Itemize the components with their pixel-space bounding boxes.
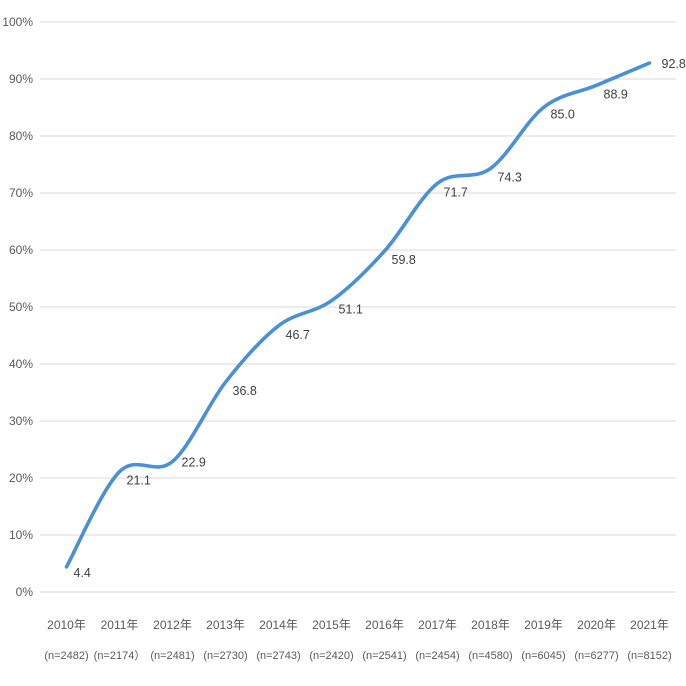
y-tick-label: 30% bbox=[9, 414, 33, 428]
x-axis-year-label: 2012年 bbox=[153, 618, 192, 632]
y-tick-label: 10% bbox=[9, 528, 33, 542]
x-axis-samplesize-label: (n=4580) bbox=[468, 650, 512, 662]
data-labels-group: 4.4 21.1 22.9 36.8 46.7 51.1 59.8 71.7 74.3 85.0 8… bbox=[74, 57, 686, 580]
x-axis-samplesize-label: (n=2730) bbox=[203, 650, 247, 662]
x-axis-year-label: 2011年 bbox=[101, 618, 139, 632]
x-axis-year-label: 2016年 bbox=[365, 618, 404, 632]
x-axis-year-label: 2020年 bbox=[577, 618, 616, 632]
data-label: 85.0 bbox=[551, 108, 575, 122]
y-tick-label: 100% bbox=[2, 15, 33, 29]
x-axis-samplesize-label: (n=2174） bbox=[94, 649, 146, 662]
x-axis-year-label: 2010年 bbox=[47, 618, 86, 632]
x-axis-year-label: 2018年 bbox=[471, 618, 510, 632]
data-label: 59.8 bbox=[392, 253, 416, 267]
y-tick-label: 70% bbox=[9, 186, 33, 200]
y-tick-label: 90% bbox=[9, 72, 33, 86]
y-tick-label: 80% bbox=[9, 129, 33, 143]
y-tick-label: 50% bbox=[9, 300, 33, 314]
data-label: 92.8 bbox=[662, 57, 686, 71]
y-tick-label: 20% bbox=[9, 471, 33, 485]
x-axis-year-label: 2021年 bbox=[630, 618, 669, 632]
y-axis-tick-labels: 0% 10% 20% 30% 40% 50% 60% 70% 80% 90% 100% bbox=[2, 15, 33, 599]
data-label: 71.7 bbox=[444, 185, 468, 199]
data-label: 21.1 bbox=[127, 474, 151, 488]
data-label: 36.8 bbox=[233, 384, 257, 398]
x-axis-year-label: 2017年 bbox=[418, 618, 457, 632]
y-tick-label: 40% bbox=[9, 357, 33, 371]
data-label: 88.9 bbox=[604, 87, 628, 101]
x-axis-year-label: 2014年 bbox=[259, 618, 298, 632]
data-label: 22.9 bbox=[182, 455, 206, 469]
x-axis-year-label: 2013年 bbox=[206, 618, 245, 632]
data-label: 51.1 bbox=[339, 303, 363, 317]
data-label: 46.7 bbox=[286, 328, 310, 342]
x-axis-samplesize-label: (n=6277) bbox=[574, 650, 618, 662]
x-axis-samplesize-label: (n=2743) bbox=[256, 650, 300, 662]
x-axis-year-label: 2015年 bbox=[312, 618, 351, 632]
x-axis-samplesize-label: (n=2420) bbox=[309, 650, 353, 662]
x-axis-samplesize-label: (n=2481) bbox=[150, 650, 194, 662]
gridlines-group bbox=[40, 21, 676, 593]
series-line bbox=[64, 61, 652, 569]
x-axis-samplesize-label: (n=6045) bbox=[521, 650, 565, 662]
y-tick-label: 0% bbox=[16, 585, 34, 599]
x-axis-samplesize-label: (n=2482) bbox=[44, 650, 88, 662]
x-axis-year-label: 2019年 bbox=[524, 618, 563, 632]
x-axis-samplesize-label: (n=2541) bbox=[362, 650, 406, 662]
data-label: 4.4 bbox=[74, 566, 91, 580]
x-axis-labels: 2010年 (n=2482) 2011年 (n=2174） 2012年 (n=2481) 2… bbox=[44, 618, 671, 662]
x-axis-samplesize-label: (n=2454) bbox=[415, 650, 459, 662]
x-axis-samplesize-label: (n=8152) bbox=[627, 650, 671, 662]
y-tick-label: 60% bbox=[9, 243, 33, 257]
data-label: 74.3 bbox=[498, 170, 522, 184]
